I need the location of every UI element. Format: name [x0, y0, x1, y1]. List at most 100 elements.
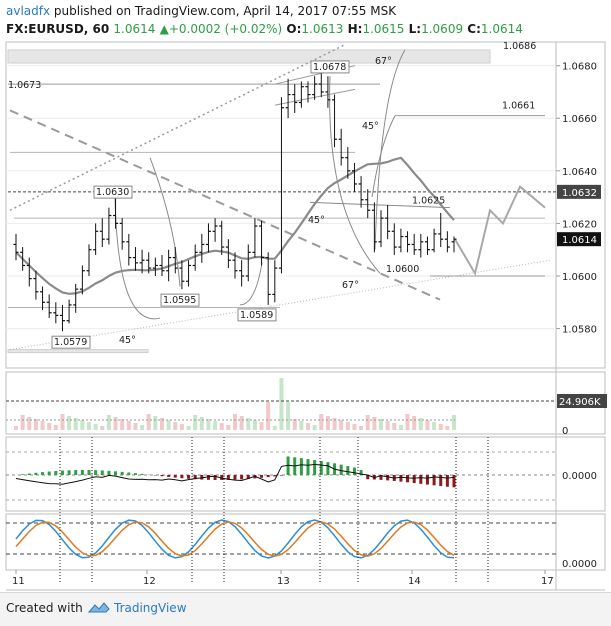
macd-pane: 0.0000 — [6, 452, 597, 500]
macd-histogram-bar — [174, 475, 177, 478]
volume-bar — [299, 421, 303, 430]
macd-histogram-bar — [439, 475, 442, 486]
price-tick-label: 1.0660 — [562, 114, 597, 125]
time-tick-label: 12 — [143, 576, 156, 587]
volume-bar — [313, 425, 317, 430]
macd-histogram-bar — [141, 474, 144, 475]
volume-bar — [80, 420, 84, 430]
macd-histogram-bar — [161, 475, 164, 476]
support-zone — [8, 350, 148, 353]
macd-histogram-bar — [280, 475, 283, 476]
volume-bar — [266, 402, 270, 430]
price-annotation: 1.0600 — [386, 264, 419, 275]
volume-bar — [273, 426, 277, 430]
stochastic-pane: 0.0000 — [6, 520, 597, 570]
macd-histogram-bar — [54, 471, 57, 475]
volume-bar — [107, 415, 111, 430]
pane-frame — [6, 514, 605, 570]
volume-bar — [60, 414, 64, 430]
volume-bar — [94, 424, 98, 430]
volume-bar — [226, 425, 230, 430]
volume-bar — [260, 422, 264, 430]
price-annotation: 1.0625 — [412, 195, 445, 206]
created-with-text: Created with — [6, 601, 83, 615]
volume-bar — [406, 414, 410, 430]
macd-histogram-bar — [61, 471, 64, 475]
pane-frames — [6, 42, 605, 590]
volume-bar — [366, 415, 370, 430]
macd-histogram-bar — [300, 458, 303, 475]
volume-bar — [167, 420, 171, 430]
current-price-tag-label: 1.0614 — [562, 235, 597, 246]
macd-histogram-bar — [313, 460, 316, 475]
macd-histogram-bar — [28, 473, 31, 475]
macd-histogram-bar — [21, 474, 24, 475]
volume-bar — [47, 423, 51, 430]
macd-histogram-bar — [114, 471, 117, 475]
volume-bar — [359, 426, 363, 430]
volume-bar — [133, 423, 137, 430]
angle-label: 45° — [119, 335, 136, 346]
macd-histogram-bar — [34, 473, 37, 475]
volume-bar — [346, 422, 350, 430]
macd-histogram-bar — [267, 475, 270, 477]
macd-zero-label: 0.0000 — [562, 471, 597, 482]
macd-histogram-bar — [107, 471, 110, 475]
price-annotation: 1.0686 — [503, 41, 536, 52]
volume-tag-label: 24.906K — [559, 397, 601, 408]
time-tick-label: 13 — [277, 576, 290, 587]
angle-label: 45° — [362, 121, 379, 132]
arc-curve — [240, 263, 262, 305]
arc-curve — [375, 50, 405, 250]
axes-layer: 1.05801.06001.06201.06401.06601.06801.06… — [12, 62, 601, 587]
volume-bar — [67, 416, 71, 430]
macd-histogram-bar — [167, 475, 170, 477]
macd-histogram-bar — [446, 475, 449, 487]
price-tick-label: 1.0640 — [562, 167, 597, 178]
price-tick-label: 1.0600 — [562, 272, 597, 283]
volume-bar — [147, 414, 151, 430]
volume-bar — [200, 417, 204, 430]
time-tick-label: 14 — [408, 576, 421, 587]
tradingview-brand: TradingView — [114, 601, 187, 615]
macd-histogram-bar — [88, 470, 91, 475]
volume-bar — [339, 420, 343, 430]
volume-bar — [439, 424, 443, 430]
macd-histogram-bar — [68, 470, 71, 475]
price-annotation: 1.0579 — [54, 337, 87, 348]
macd-histogram-bar — [240, 475, 243, 479]
volume-bar — [240, 416, 244, 430]
chart-canvas[interactable]: 1.06731.06781.06301.05951.05891.05791.06… — [0, 0, 611, 592]
volume-bar — [187, 426, 191, 430]
macd-histogram-bar — [94, 470, 97, 475]
macd-histogram-bar — [48, 472, 51, 475]
volume-bar — [412, 416, 416, 430]
volume-bar — [372, 417, 376, 430]
volume-bar — [379, 419, 383, 430]
volume-bar — [253, 420, 257, 430]
footer-bar: Created with TradingView — [0, 592, 611, 626]
volume-bar — [153, 416, 157, 430]
angle-label: 67° — [375, 56, 392, 67]
volume-bar — [220, 423, 224, 430]
volume-bar — [127, 421, 131, 430]
time-tick-label: 17 — [541, 576, 554, 587]
volume-bar — [306, 423, 310, 430]
volume-bar — [293, 419, 297, 430]
price-annotation: 1.0673 — [8, 80, 41, 91]
volume-bar — [120, 419, 124, 430]
macd-histogram-bar — [307, 459, 310, 475]
dotted-trendline — [10, 260, 550, 349]
price-annotation: 1.0678 — [313, 62, 346, 73]
angle-label: 67° — [342, 280, 359, 291]
dotted-trendline — [10, 45, 345, 211]
macd-histogram-bar — [260, 475, 263, 478]
macd-histogram-bar — [81, 470, 84, 475]
macd-histogram-bar — [41, 472, 44, 475]
macd-histogram-bar — [340, 465, 343, 475]
price-annotation: 1.0630 — [96, 187, 129, 198]
volume-bar — [114, 417, 118, 430]
macd-histogram-bar — [214, 475, 217, 480]
tradingview-logo-icon — [88, 601, 110, 615]
